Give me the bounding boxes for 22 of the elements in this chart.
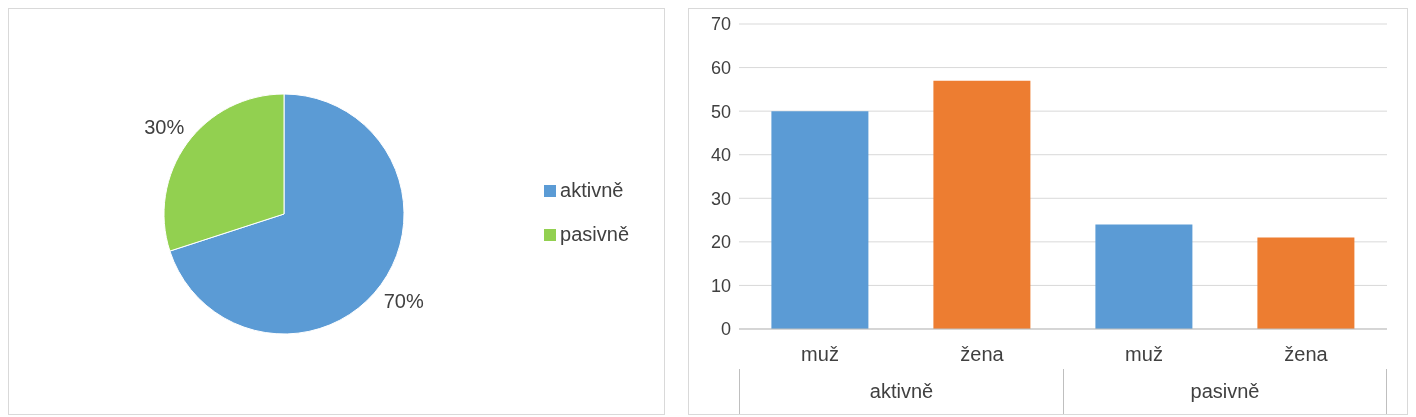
y-tick-label: 50 (710, 101, 731, 122)
y-tick-label: 40 (710, 145, 731, 166)
bar (1257, 237, 1355, 329)
y-tick-label: 10 (710, 275, 731, 296)
y-tick-label: 70 (710, 14, 731, 35)
data-label: 30% (144, 116, 185, 139)
bar (1095, 224, 1193, 329)
legend-label: aktivně (560, 178, 624, 201)
x-tick-label: žena (1284, 343, 1329, 366)
data-label: 70% (383, 289, 424, 312)
text: pasivně (1063, 369, 1387, 414)
text: aktivně (739, 369, 1063, 414)
x-tick-label: žena (960, 343, 1005, 366)
y-tick-label: 60 (710, 57, 731, 78)
legend-label: pasivně (560, 222, 629, 245)
y-tick-label: 20 (710, 232, 731, 253)
bar (771, 111, 869, 329)
x-tick-label: muž (801, 343, 839, 366)
bar (933, 80, 1031, 329)
x-tick-label: muž (1125, 343, 1163, 366)
y-tick-label: 30 (710, 188, 731, 209)
y-tick-label: 0 (720, 319, 731, 340)
